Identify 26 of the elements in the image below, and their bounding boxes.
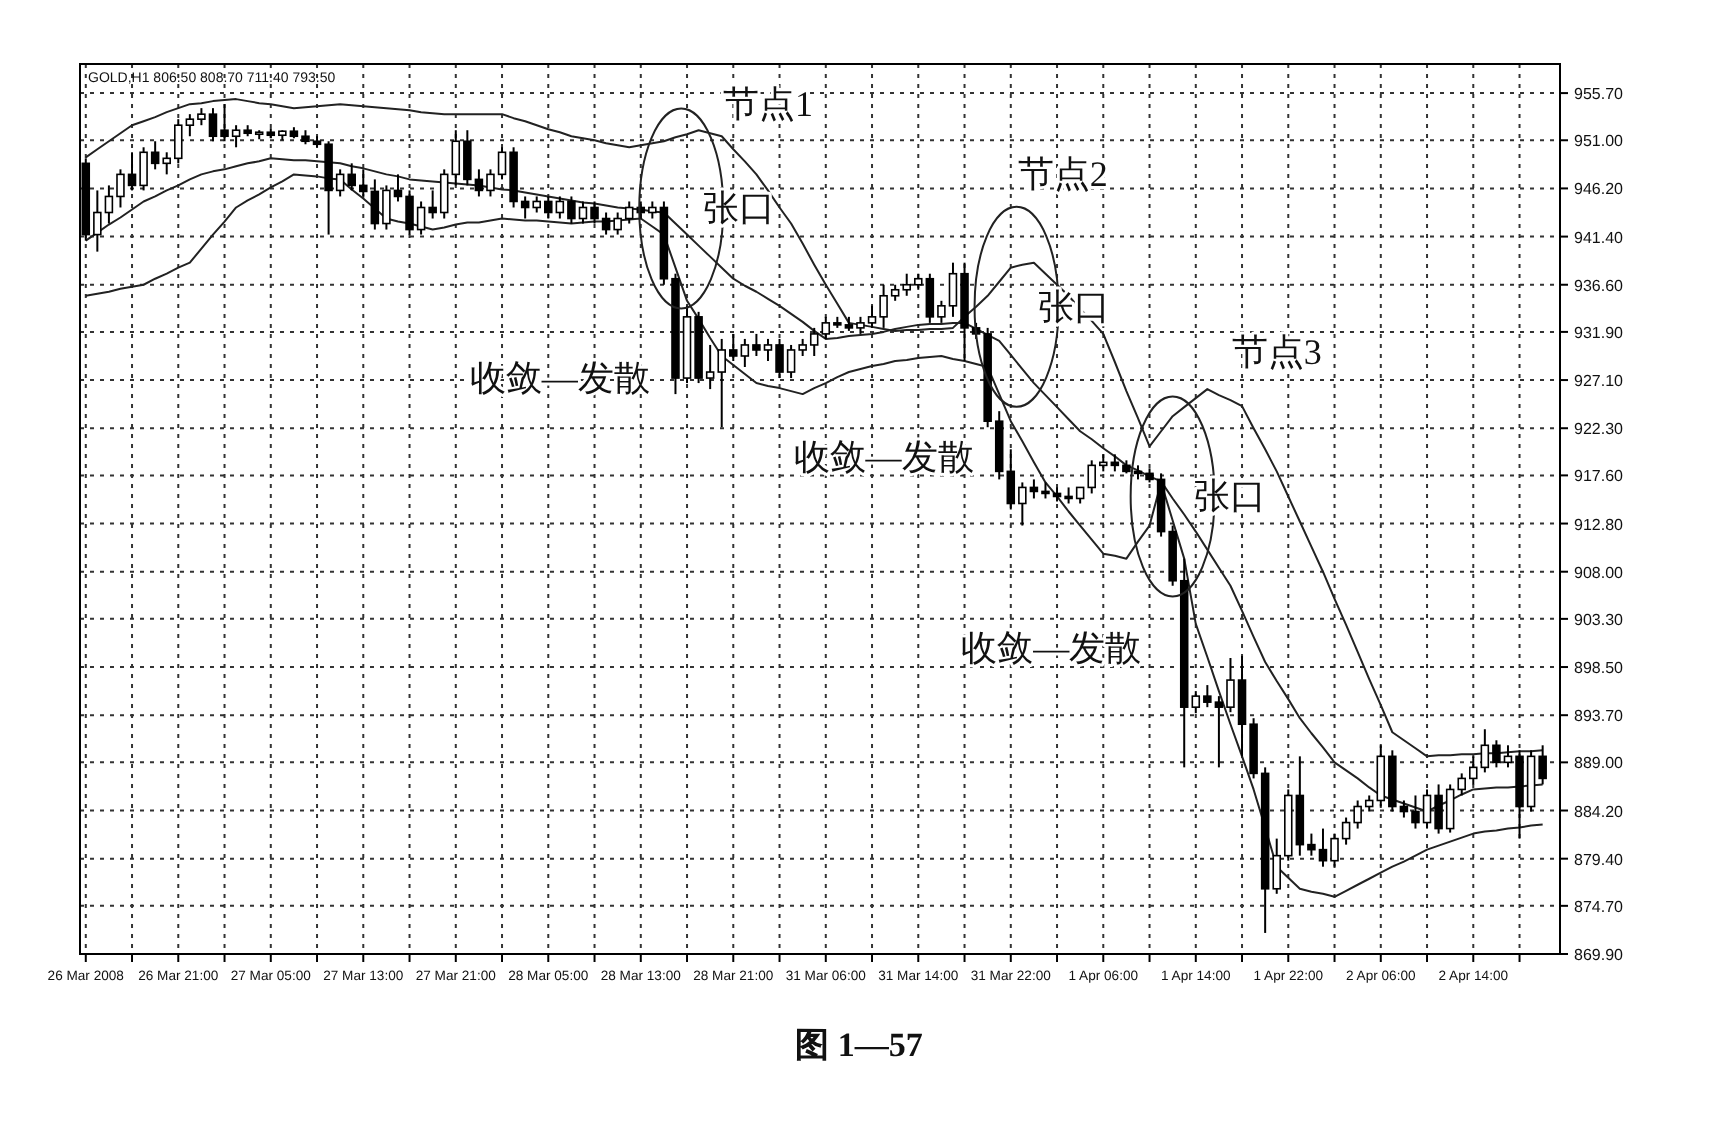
- y-tick-label: 912.80: [1574, 515, 1625, 534]
- y-tick-label: 931.90: [1574, 323, 1625, 342]
- y-tick-label: 936.60: [1574, 276, 1625, 295]
- annotation: 节点1: [722, 84, 813, 125]
- annotation: 图 1—57: [795, 1026, 923, 1064]
- y-tick-label: 922.30: [1574, 420, 1625, 439]
- y-tick-label: 879.40: [1574, 850, 1625, 869]
- y-tick-label: 946.20: [1574, 180, 1625, 199]
- y-tick-label: 874.70: [1574, 897, 1625, 916]
- annotation: 收敛—发散: [961, 627, 1142, 668]
- y-tick-label: 898.50: [1574, 659, 1625, 678]
- y-tick-label: 955.70: [1574, 85, 1625, 104]
- y-tick-label: 884.20: [1574, 802, 1625, 821]
- annotation: 节点2: [1017, 154, 1108, 195]
- y-tick-label: 893.70: [1574, 707, 1625, 726]
- annotation: 收敛—发散: [469, 358, 650, 399]
- y-tick-label: 869.90: [1574, 946, 1625, 964]
- y-tick-label: 889.00: [1574, 754, 1625, 773]
- y-tick-label: 951.00: [1574, 132, 1625, 151]
- annotation: 节点3: [1231, 331, 1322, 372]
- y-tick-label: 908.00: [1574, 563, 1625, 582]
- annotation: 收敛—发散: [793, 437, 974, 478]
- y-tick-label: 903.30: [1574, 610, 1625, 629]
- y-tick-label: 941.40: [1574, 228, 1625, 247]
- y-tick-label: 917.60: [1574, 467, 1625, 486]
- y-tick-label: 927.10: [1574, 372, 1625, 391]
